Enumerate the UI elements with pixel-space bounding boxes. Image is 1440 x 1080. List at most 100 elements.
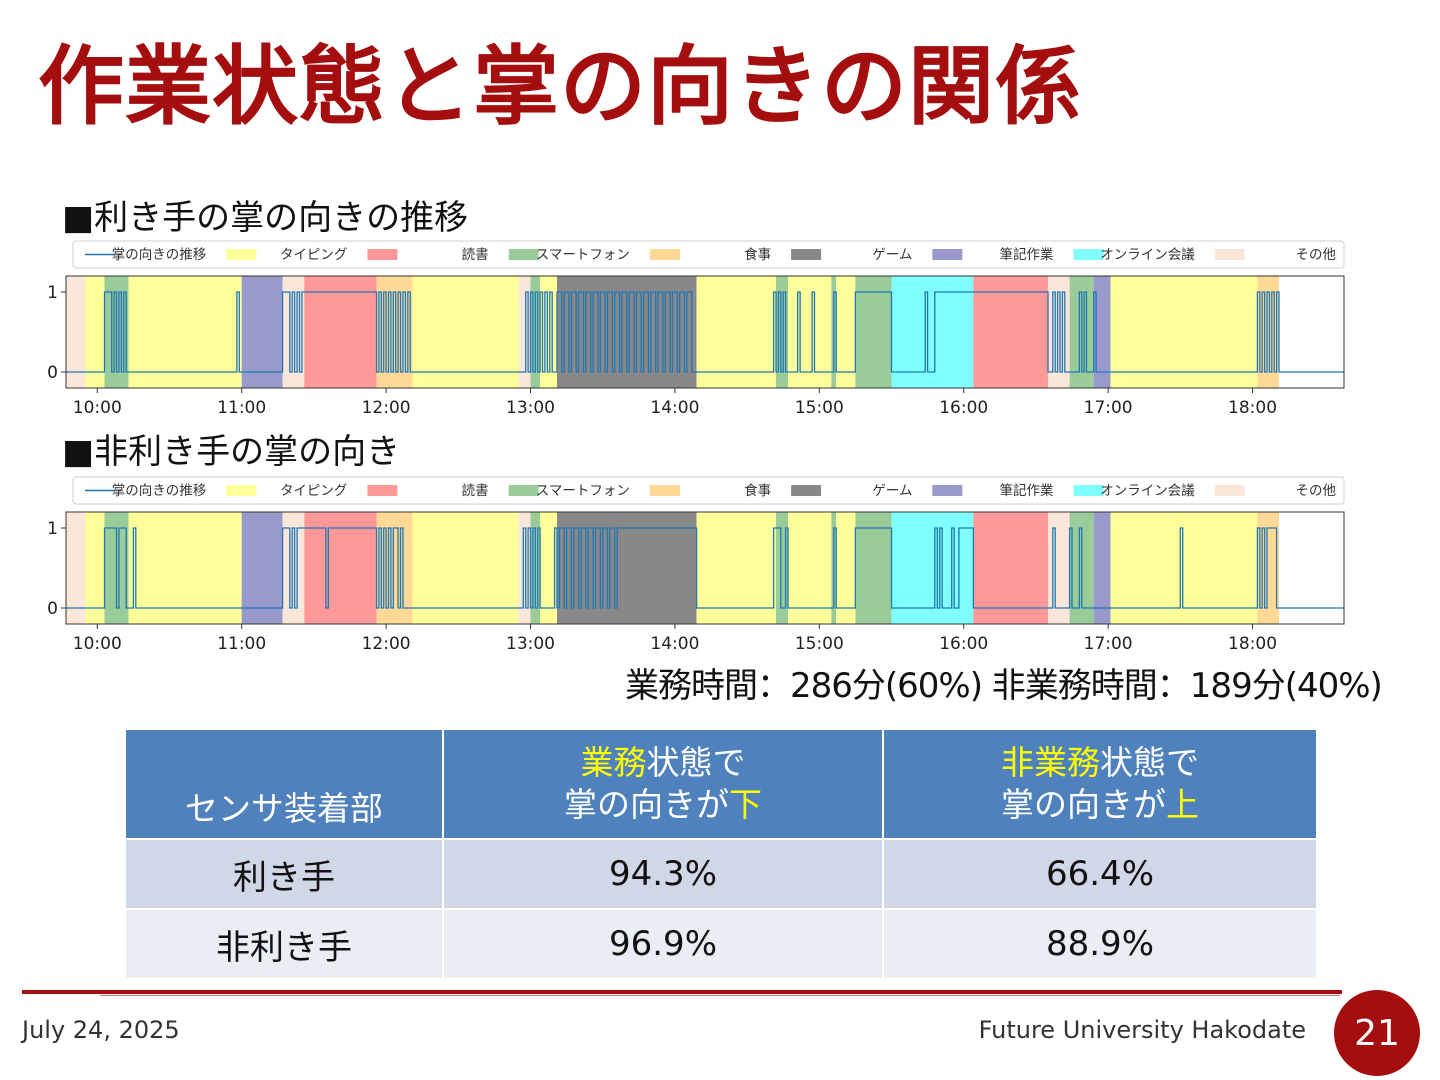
legend-swatch (367, 485, 398, 496)
x-tick-label: 13:00 (506, 398, 555, 418)
legend-label: 食事 (744, 246, 771, 263)
activity-span (1110, 276, 1258, 388)
x-tick-label: 14:00 (650, 634, 699, 654)
highlight-work: 業務 (580, 743, 647, 782)
legend-swatch (1073, 249, 1104, 260)
legend-swatch (649, 485, 680, 496)
legend-label: タイピング (280, 483, 348, 499)
x-tick-label: 10:00 (73, 398, 122, 418)
activity-span (1047, 512, 1070, 624)
legend-frame (72, 240, 1345, 269)
x-tick-label: 16:00 (939, 634, 988, 654)
activity-span (282, 512, 305, 624)
header-text: 状態で (1100, 743, 1199, 782)
legend-label: スマートフォン (536, 247, 630, 263)
legend-swatch (791, 485, 822, 496)
activity-span (85, 512, 105, 624)
activity-span (973, 512, 1048, 624)
activity-span (1110, 512, 1258, 624)
activity-span (836, 276, 856, 388)
x-tick-label: 18:00 (1228, 398, 1277, 418)
legend-swatch (226, 249, 257, 260)
header-text: 掌の向きが (564, 785, 729, 824)
activity-span (66, 276, 86, 388)
activity-span (855, 276, 892, 388)
legend-label: 掌の向きの推移 (112, 483, 207, 499)
activity-span (304, 276, 377, 388)
nondominant-hand-timeline-chart: 掌の向きの推移 タイピング 読書 スマートフォン 食事 ゲーム 筆記作業 オンライン会議 その他… (47, 476, 1345, 654)
legend-label: スマートフォン (536, 483, 630, 499)
x-tick-label: 17:00 (1084, 398, 1133, 418)
header-nonwork-palm-up: 非業務状態で 掌の向きが上 (882, 728, 1318, 840)
legend-swatch (932, 485, 963, 496)
activity-span (855, 512, 892, 624)
highlight-down: 下 (729, 785, 762, 824)
y-tick-label: 0 (47, 363, 58, 383)
activity-span (241, 276, 283, 388)
legend-swatch (1214, 249, 1245, 260)
legend-label: 筆記作業 (1000, 482, 1054, 499)
legend-swatch (1073, 485, 1104, 496)
x-tick-label: 16:00 (939, 398, 988, 418)
work-time-summary: 業務時間：286分(60%) 非業務時間：189分(40%) (625, 666, 1383, 706)
y-tick-label: 1 (47, 283, 58, 303)
legend-swatch (367, 249, 398, 260)
footer-organization: Future University Hakodate (978, 1016, 1306, 1044)
activity-span (696, 512, 776, 624)
activity-span (66, 512, 86, 624)
slide-title: 作業状態と掌の向きの関係 (38, 37, 1082, 137)
x-tick-label: 14:00 (650, 398, 699, 418)
activity-span (1047, 276, 1070, 388)
footer-date: July 24, 2025 (22, 1016, 180, 1044)
highlight-nonwork: 非業務 (1001, 743, 1100, 782)
table-header-row: センサ装着部 業務状態で 掌の向きが下 非業務状態で 掌の向きが上 (124, 728, 1318, 840)
activity-span (376, 512, 413, 624)
table-row: 利き手 94.3% 66.4% (124, 838, 1318, 910)
activity-span (304, 512, 377, 624)
legend-label: オンライン会議 (1100, 246, 1195, 263)
header-text: 掌の向きが (1001, 785, 1166, 824)
section-heading-nondominant-hand: ■非利き手の掌の向き (62, 432, 401, 472)
legend-label: ゲーム (872, 483, 912, 499)
activity-span (376, 276, 413, 388)
header-sensor-position: センサ装着部 (124, 728, 444, 840)
legend-label: オンライン会議 (1100, 482, 1195, 499)
x-tick-label: 11:00 (217, 634, 266, 654)
x-tick-label: 13:00 (506, 634, 555, 654)
page-number-badge: 21 (1334, 990, 1420, 1076)
cell-work-down: 96.9% (442, 908, 884, 980)
activity-span (1257, 512, 1280, 624)
legend-label: 筆記作業 (1000, 246, 1054, 263)
legend-label: ゲーム (872, 247, 912, 263)
activity-span (1257, 276, 1280, 388)
x-tick-label: 15:00 (795, 634, 844, 654)
activity-span (241, 512, 283, 624)
cell-nonwork-up: 66.4% (882, 838, 1318, 910)
legend-label: 掌の向きの推移 (112, 247, 207, 263)
legend-swatch (508, 249, 539, 260)
activity-span (1093, 512, 1111, 624)
activity-span (282, 276, 305, 388)
x-tick-label: 12:00 (362, 634, 411, 654)
legend-label: 食事 (744, 482, 771, 499)
y-tick-label: 0 (47, 599, 58, 619)
highlight-up: 上 (1166, 785, 1199, 824)
legend-frame (72, 476, 1345, 505)
legend-swatch (508, 485, 539, 496)
plot-frame (65, 511, 1345, 625)
legend-label: 読書 (462, 247, 489, 263)
header-work-palm-down: 業務状態で 掌の向きが下 (442, 728, 884, 840)
x-tick-label: 18:00 (1228, 634, 1277, 654)
activity-span (128, 512, 242, 624)
footer-divider-thin (100, 995, 1340, 996)
x-tick-label: 11:00 (217, 398, 266, 418)
legend-swatch (932, 249, 963, 260)
palm-orientation-line (66, 291, 1344, 373)
activity-span (891, 276, 974, 388)
activity-span (891, 512, 974, 624)
activity-span (788, 276, 832, 388)
legend-label: タイピング (280, 247, 348, 263)
results-table: センサ装着部 業務状態で 掌の向きが下 非業務状態で 掌の向きが上 利き手 94… (124, 728, 1318, 980)
legend-swatch (649, 249, 680, 260)
footer-divider (22, 990, 1342, 994)
